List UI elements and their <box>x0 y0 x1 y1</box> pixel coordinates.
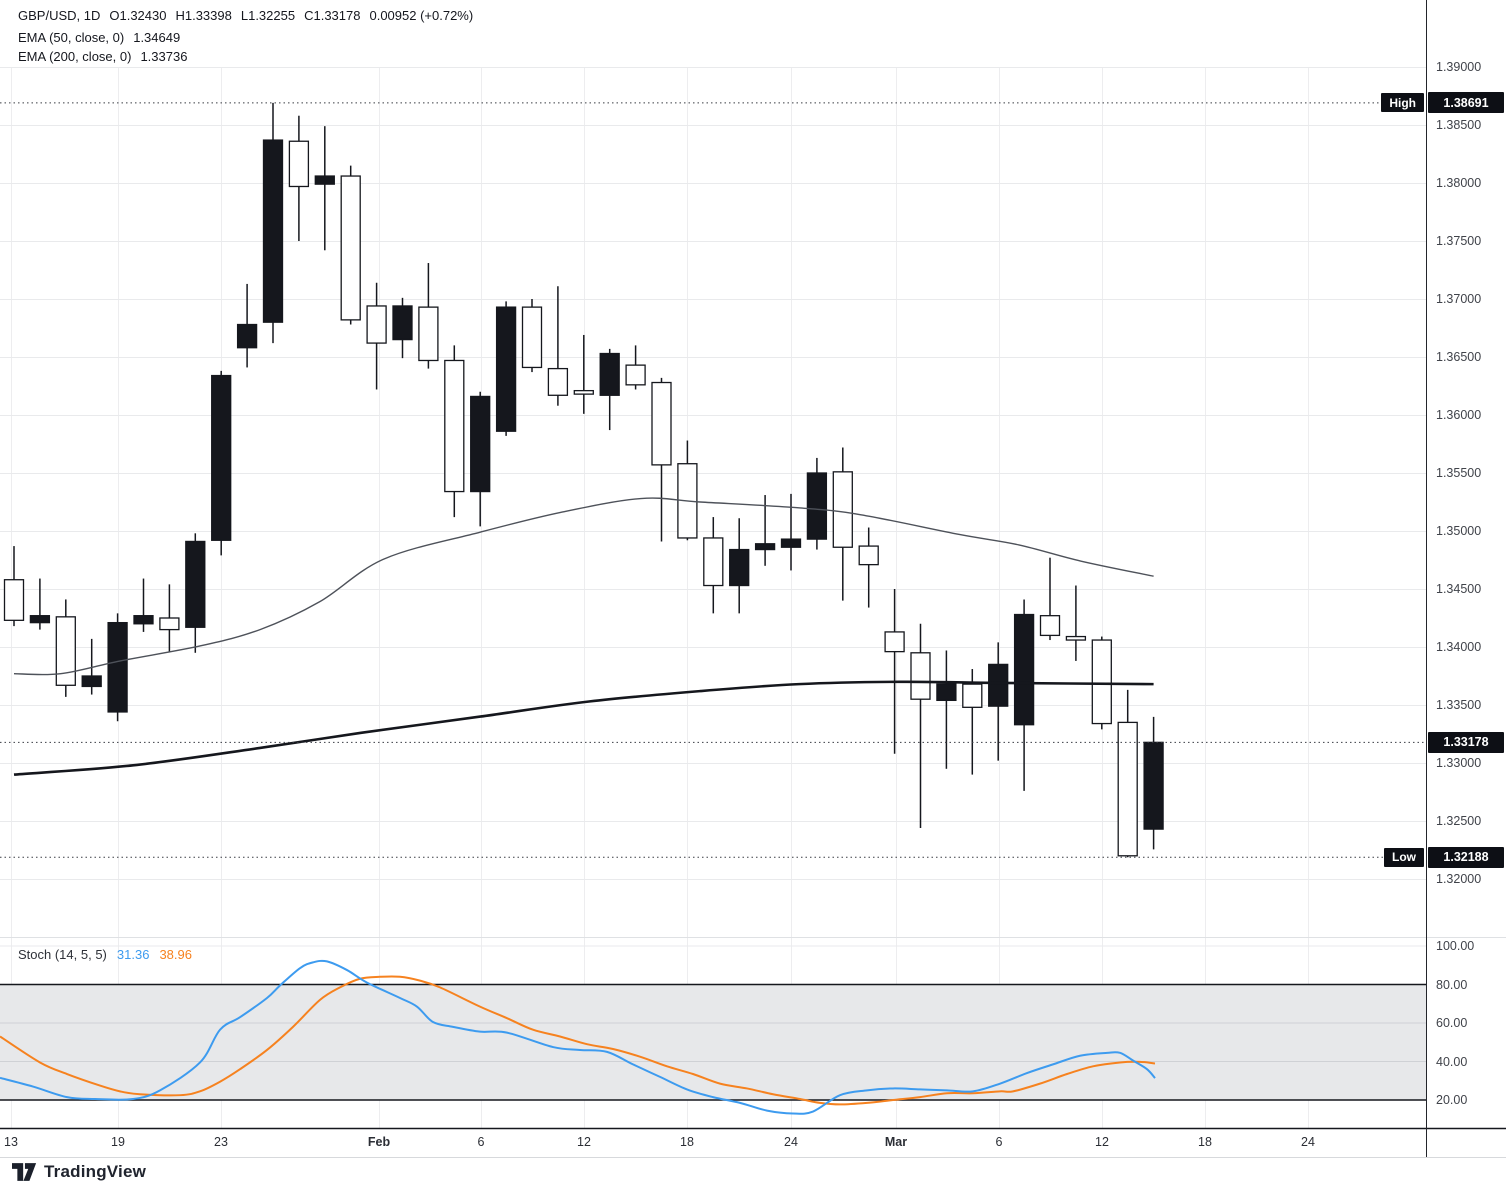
low-marker-label: Low <box>1384 847 1424 867</box>
price-tick-label: 1.35000 <box>1436 524 1482 538</box>
ema200-legend-row[interactable]: EMA (200, close, 0) 1.33736 <box>18 49 187 64</box>
candles-layer <box>3 102 1164 858</box>
date-tick-label: Feb <box>367 1135 391 1149</box>
price-tick-label: 1.36000 <box>1436 408 1482 422</box>
tradingview-logo[interactable]: TradingView <box>12 1162 146 1182</box>
ema200-label: EMA (200, close, 0) <box>18 49 132 64</box>
ema50-legend-row[interactable]: EMA (50, close, 0) 1.34649 <box>18 30 180 45</box>
stoch-d-line <box>0 975 1156 1106</box>
price-tick-label: 1.38500 <box>1436 118 1482 132</box>
ema50-label: EMA (50, close, 0) <box>18 30 125 45</box>
date-tick-label: 24 <box>784 1135 798 1149</box>
stoch-tick-label: 100.00 <box>1436 939 1475 953</box>
ema200-value: 1.33736 <box>140 49 188 64</box>
price-tick-label: 1.38000 <box>1436 176 1482 190</box>
high-marker-label: High <box>1381 93 1424 113</box>
last-price-badge: 1.33178 <box>1428 731 1504 753</box>
price-tick-label: 1.33000 <box>1436 756 1482 770</box>
ema50-value: 1.34649 <box>133 30 181 45</box>
symbol-legend-row[interactable]: GBP/USD, 1D O1.32430 H1.33398 L1.32255 C… <box>18 8 473 23</box>
vertical-gridlines <box>11 67 1309 1128</box>
ema200-line <box>13 680 1154 776</box>
stoch-tick-label: 20.00 <box>1436 1093 1468 1107</box>
high-price-badge: 1.38691 <box>1428 92 1504 114</box>
open-value: O1.32430 <box>109 8 167 23</box>
stoch-tick-label: 60.00 <box>1436 1016 1468 1030</box>
price-tick-label: 1.39000 <box>1436 60 1482 74</box>
stoch-tick-label: 40.00 <box>1436 1054 1468 1069</box>
date-tick-label: 12 <box>1095 1135 1109 1149</box>
symbol-title: GBP/USD, 1D <box>18 8 101 23</box>
close-value: C1.33178 <box>304 8 361 23</box>
date-tick-label: 12 <box>577 1135 591 1149</box>
stoch-k-value: 31.36 <box>116 947 150 962</box>
price-tick-label: 1.37000 <box>1436 292 1482 306</box>
stoch-d-value: 38.96 <box>159 947 192 962</box>
price-tick-label: 1.32500 <box>1436 814 1482 828</box>
stoch-label: Stoch (14, 5, 5) <box>18 947 107 962</box>
low-price-badge: 1.32188 <box>1428 846 1504 868</box>
change-value: 0.00952 (+0.72%) <box>369 8 474 23</box>
date-tick-label: 18 <box>1198 1135 1212 1149</box>
tradingview-icon <box>12 1163 37 1181</box>
price-gridlines <box>0 67 1426 880</box>
stoch-k-line <box>0 959 1156 1115</box>
low-value: L1.32255 <box>240 8 296 23</box>
high-value: H1.33398 <box>175 8 232 23</box>
price-tick-label: 1.37500 <box>1436 234 1482 248</box>
price-tick-label: 1.36500 <box>1436 350 1482 364</box>
price-tick-label: 1.34500 <box>1436 582 1482 596</box>
stoch-legend-row[interactable]: Stoch (14, 5, 5) 31.36 38.96 <box>18 947 192 962</box>
date-tick-label: 19 <box>111 1135 125 1149</box>
date-tick-label: 24 <box>1301 1135 1315 1149</box>
stoch-band <box>0 945 1426 1101</box>
price-tick-label: 1.33500 <box>1436 698 1482 712</box>
price-tick-label: 1.35500 <box>1436 466 1482 480</box>
stoch-tick-label: 80.00 <box>1436 977 1468 992</box>
date-tick-label: 13 <box>4 1135 18 1149</box>
price-tick-label: 1.32000 <box>1436 872 1482 886</box>
date-tick-label: 23 <box>214 1135 228 1149</box>
price-tick-label: 1.34000 <box>1436 640 1482 654</box>
date-tick-label: 6 <box>477 1135 485 1149</box>
tradingview-wordmark: TradingView <box>44 1162 147 1181</box>
date-tick-label: 18 <box>680 1135 694 1149</box>
date-tick-label: 6 <box>995 1135 1003 1149</box>
date-tick-label: Mar <box>884 1135 908 1149</box>
ema50-line <box>13 497 1154 676</box>
